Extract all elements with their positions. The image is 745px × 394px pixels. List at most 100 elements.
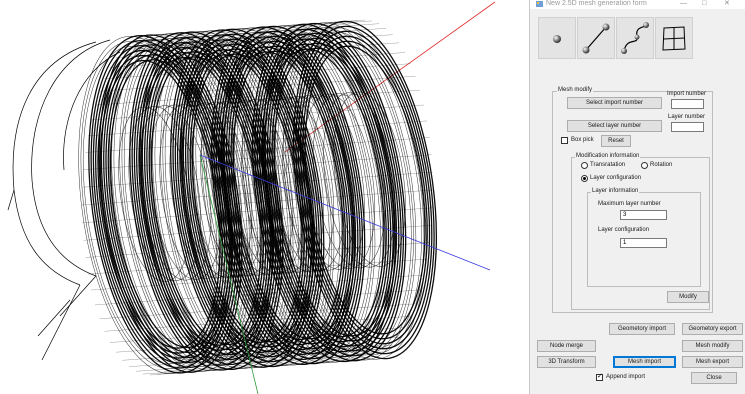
geometry-export-button[interactable]: Geometory export <box>682 323 743 335</box>
mesh-longitudinal-line <box>183 337 400 353</box>
curve-tool-icon <box>621 22 649 54</box>
geometry-import-button[interactable]: Geometory import <box>609 323 675 335</box>
select-layer-number-button[interactable]: Select layer number <box>567 120 662 132</box>
curve-tool-button[interactable] <box>616 17 654 59</box>
modify-button[interactable]: Modify <box>667 291 709 303</box>
select-import-number-button[interactable]: Select import number <box>567 97 662 109</box>
mesh-longitudinal-line <box>128 351 345 367</box>
window-title: New 2.5D mesh generation form <box>546 0 647 7</box>
mesh-longitudinal-line <box>189 52 406 68</box>
line-tool-button[interactable] <box>577 17 615 59</box>
rotation-label: Rotation <box>650 162 673 168</box>
mesh-import-button[interactable]: Mesh import <box>613 356 676 368</box>
point-tool-button[interactable] <box>538 17 576 59</box>
append-import-label: Append import <box>606 374 646 380</box>
translation-label: Transratation <box>590 162 626 168</box>
mesh-ring-13 <box>211 26 356 365</box>
mesh-longitudinal-line <box>128 28 345 44</box>
mesh-modify-group <box>552 91 713 313</box>
mesh-longitudinal-line <box>87 120 303 137</box>
mesh-longitudinal-line <box>212 120 428 137</box>
mesh-longitudinal-line <box>170 28 387 44</box>
close-button[interactable]: Close <box>691 372 737 384</box>
layer-configuration-radio[interactable] <box>581 175 588 182</box>
mesh-longitudinal-line <box>200 76 416 92</box>
box-pick-label: Box pick <box>571 137 594 143</box>
layer-configuration-radio-label: Layer configuration <box>590 175 642 181</box>
mesh-export-button[interactable]: Mesh export <box>682 356 743 368</box>
import-number-label: Import number <box>667 91 707 97</box>
mesh-longitudinal-line <box>85 242 301 258</box>
mesh-longitudinal-line <box>217 207 433 223</box>
mesh-longitudinal-line <box>83 154 299 170</box>
modification-information-title: Modification information <box>575 153 641 160</box>
mesh-generation-dialog: New 2.5D mesh generation form — □ ✕ <box>529 0 745 394</box>
mesh-longitudinal-line <box>204 89 421 106</box>
mesh-modify-button[interactable]: Mesh modify <box>682 340 743 352</box>
close-window-button[interactable]: ✕ <box>724 0 730 7</box>
mesh-render <box>7 1 496 394</box>
mesh-longitudinal-line <box>115 42 332 58</box>
title-bar: New 2.5D mesh generation form — □ ✕ <box>530 0 745 9</box>
maximum-layer-number-field[interactable]: 3 <box>620 210 667 220</box>
cylindrical-mesh <box>78 19 438 376</box>
rotation-radio[interactable] <box>641 162 648 169</box>
frame-arc-4 <box>59 275 97 317</box>
mesh-modify-title: Mesh modify <box>557 87 594 94</box>
mesh-longitudinal-line <box>109 327 326 343</box>
mesh-longitudinal-line <box>122 345 338 361</box>
coordinate-axes-front <box>199 154 491 394</box>
mesh-longitudinal-line <box>135 356 351 372</box>
mesh-longitudinal-line <box>83 225 299 241</box>
mesh-longitudinal-line <box>104 63 320 79</box>
mesh-longitudinal-line <box>164 356 380 372</box>
append-import-checkbox[interactable]: ✓ <box>596 373 603 381</box>
mesh-longitudinal-line <box>99 76 315 92</box>
maximum-layer-number-label: Maximum layer number <box>598 201 661 207</box>
mesh-longitudinal-line <box>91 104 307 121</box>
frame-arc-3 <box>41 284 81 361</box>
frame-arc-2 <box>37 299 71 337</box>
import-number-field[interactable] <box>671 99 704 109</box>
mesh-longitudinal-line <box>91 274 307 291</box>
mesh-longitudinal-line <box>82 172 298 188</box>
mesh-longitudinal-line <box>109 52 326 68</box>
layer-configuration-label: Layer configuration <box>598 227 650 233</box>
maximize-button[interactable]: □ <box>702 0 707 7</box>
mesh-longitudinal-line <box>183 42 400 58</box>
mesh-longitudinal-line <box>122 34 338 50</box>
app-icon <box>536 1 543 7</box>
line-tool-icon <box>582 23 610 54</box>
mesh-longitudinal-line <box>177 345 393 361</box>
layer-information-group <box>587 192 701 287</box>
surface-tool-icon <box>662 26 686 51</box>
mesh-longitudinal-line <box>208 274 424 291</box>
reset-button[interactable]: Reset <box>601 135 631 147</box>
translation-radio[interactable] <box>581 162 588 169</box>
layer-information-title: Layer information <box>591 188 640 195</box>
mesh-longitudinal-line <box>149 19 366 36</box>
3d-viewport[interactable] <box>0 0 525 394</box>
3d-transform-button[interactable]: 3D Transform <box>537 356 596 368</box>
mesh-longitudinal-line <box>212 258 428 275</box>
mesh-longitudinal-line <box>204 289 421 306</box>
surface-tool-button[interactable] <box>655 17 693 59</box>
mesh-longitudinal-line <box>216 225 432 241</box>
mesh-longitudinal-line <box>149 359 366 376</box>
layer-configuration-field[interactable]: 1 <box>620 238 667 248</box>
frame-arc-0 <box>12 41 97 286</box>
layer-number-label: Layer number <box>668 114 706 120</box>
minimize-button[interactable]: — <box>680 0 687 7</box>
box-pick-checkbox[interactable] <box>561 137 568 144</box>
mesh-longitudinal-line <box>216 154 432 170</box>
mesh-longitudinal-line <box>200 303 416 319</box>
mesh-longitudinal-line <box>157 358 373 375</box>
frame-arc-1 <box>31 39 111 277</box>
mesh-longitudinal-line <box>164 23 380 39</box>
mesh-longitudinal-line <box>81 189 298 206</box>
mesh-longitudinal-line <box>94 89 311 106</box>
mesh-longitudinal-line <box>142 20 358 37</box>
mesh-longitudinal-line <box>87 258 303 275</box>
node-merge-button[interactable]: Node merge <box>537 340 596 352</box>
layer-number-field[interactable] <box>671 122 704 132</box>
